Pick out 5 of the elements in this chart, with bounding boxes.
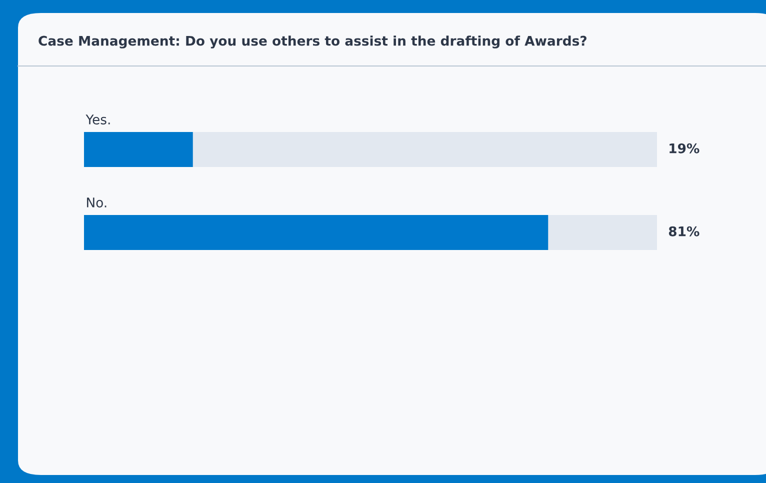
data-label: 19% [670, 143, 700, 154]
y-tick-label: Yes. [86, 114, 110, 124]
data-label: 81% [668, 226, 700, 236]
y-tick-label: No. [87, 198, 106, 208]
chart-title: Case Management: Do you use others to assist in the drafting of Awards? [38, 36, 586, 48]
